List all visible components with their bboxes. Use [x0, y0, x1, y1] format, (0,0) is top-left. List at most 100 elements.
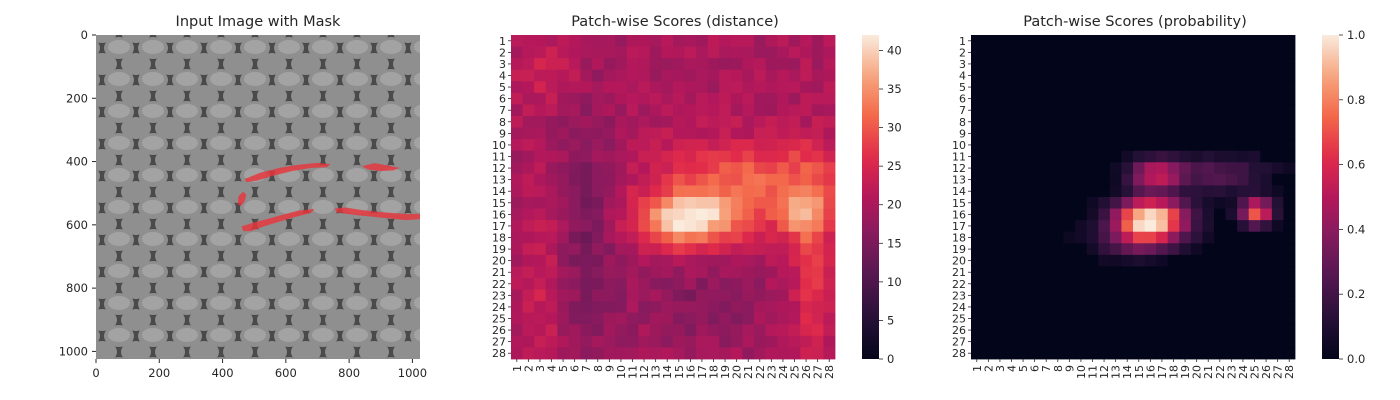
- x-tick-label: 7: [1040, 365, 1053, 372]
- y-tick-label: 0: [81, 28, 88, 42]
- heatmap-cell: [730, 81, 743, 94]
- heatmap-cell: [765, 58, 778, 71]
- heatmap-cell: [800, 139, 813, 152]
- heatmap-cell: [707, 301, 720, 314]
- heatmap-cell: [1271, 139, 1284, 152]
- heatmap-cell: [1283, 162, 1296, 175]
- heatmap-cell: [557, 347, 570, 360]
- heatmap-cell: [1075, 35, 1088, 47]
- heatmap-cell: [754, 104, 766, 117]
- heatmap-cell: [545, 173, 558, 186]
- heatmap-cell: [1271, 127, 1284, 140]
- heatmap-cell: [603, 58, 616, 71]
- heatmap-cell: [534, 231, 547, 244]
- heatmap-cell: [1248, 278, 1261, 290]
- y-tick-label: 1: [959, 35, 966, 48]
- heatmap-cell: [1040, 139, 1053, 152]
- heatmap-cell: [1237, 127, 1250, 140]
- heatmap-cell: [1075, 208, 1088, 221]
- heatmap-cell: [1133, 266, 1145, 279]
- heatmap-cell: [649, 104, 662, 117]
- heatmap-cell: [696, 197, 709, 209]
- heatmap-cell: [1121, 301, 1134, 314]
- heatmap-cell: [1248, 35, 1261, 47]
- heatmap-cell: [754, 92, 766, 105]
- heatmap-cell: [1271, 243, 1284, 256]
- heatmap-cell: [823, 347, 836, 360]
- heatmap-cell: [1133, 150, 1145, 163]
- heatmap-cell: [765, 173, 778, 186]
- heatmap-cell: [730, 278, 743, 290]
- heatmap-cell: [1063, 197, 1076, 209]
- heatmap-cell: [1237, 312, 1250, 325]
- heatmap-cell: [615, 278, 628, 290]
- heatmap-cell: [522, 324, 535, 337]
- heatmap-cell: [522, 162, 535, 175]
- heatmap-cell: [777, 197, 790, 209]
- heatmap-cell: [1248, 208, 1261, 221]
- heatmap-cell: [511, 139, 523, 152]
- heatmap-cell: [742, 266, 755, 279]
- heatmap-cell: [1017, 243, 1030, 256]
- heatmap-cell: [971, 58, 983, 71]
- heatmap-cell: [696, 243, 709, 256]
- heatmap-cell: [1086, 278, 1099, 290]
- y-tick-label: 19: [492, 243, 506, 256]
- heatmap-cell: [592, 243, 604, 256]
- y-tick-label: 11: [952, 151, 966, 164]
- heatmap-cell: [661, 139, 674, 152]
- heatmap-cell: [1214, 150, 1226, 163]
- heatmap-cell: [1202, 92, 1215, 105]
- heatmap-cell: [707, 289, 720, 302]
- heatmap-cell: [1167, 116, 1180, 128]
- heatmap-cell: [580, 173, 593, 186]
- heatmap-cell: [994, 116, 1007, 128]
- heatmap-cell: [511, 324, 523, 337]
- heatmap-cell: [1237, 150, 1250, 163]
- heatmap-cell: [592, 58, 604, 71]
- heatmap-cell: [1190, 208, 1203, 221]
- heatmap-cell: [742, 58, 755, 71]
- heatmap-cell: [1179, 335, 1192, 348]
- x-tick-label: 11: [627, 365, 640, 379]
- heatmap-cell: [1063, 104, 1076, 117]
- heatmap-cell: [1109, 139, 1122, 152]
- heatmap-cell: [1214, 301, 1226, 314]
- heatmap-cell: [638, 46, 651, 59]
- heatmap-cell: [522, 220, 535, 233]
- heatmap-cell: [1283, 324, 1296, 337]
- heatmap-cell: [1017, 347, 1030, 360]
- heatmap-cell: [684, 335, 697, 348]
- heatmap-cell: [592, 46, 604, 59]
- heatmap-cell: [719, 220, 732, 233]
- heatmap-cell: [1040, 278, 1053, 290]
- y-tick-label: 9: [959, 127, 966, 140]
- heatmap-cell: [1063, 35, 1076, 47]
- heatmap-cell: [534, 92, 547, 105]
- heatmap-cell: [707, 197, 720, 209]
- heatmap-cell: [765, 324, 778, 337]
- heatmap-cell: [1086, 231, 1099, 244]
- heatmap-cell: [615, 139, 628, 152]
- heatmap-cell: [1271, 208, 1284, 221]
- heatmap-cell: [1190, 116, 1203, 128]
- heatmap-cell: [1121, 58, 1134, 71]
- heatmap-cell: [1237, 324, 1250, 337]
- heatmap-cell: [994, 301, 1007, 314]
- heatmap-cell: [1167, 81, 1180, 94]
- x-tick-label: 27: [812, 365, 825, 379]
- heatmap-cell: [626, 324, 639, 337]
- heatmap-cell: [1133, 231, 1145, 244]
- heatmap-cell: [730, 150, 743, 163]
- heatmap-cell: [661, 81, 674, 94]
- heatmap-cell: [545, 69, 558, 82]
- heatmap-cell: [1121, 266, 1134, 279]
- heatmap-cell: [1260, 46, 1273, 59]
- heatmap-cell: [511, 69, 523, 82]
- heatmap-cell: [534, 301, 547, 314]
- x-tick-label: 19: [719, 365, 732, 379]
- heatmap-cell: [1179, 185, 1192, 198]
- heatmap-cell: [1271, 81, 1284, 94]
- heatmap-cell: [534, 278, 547, 290]
